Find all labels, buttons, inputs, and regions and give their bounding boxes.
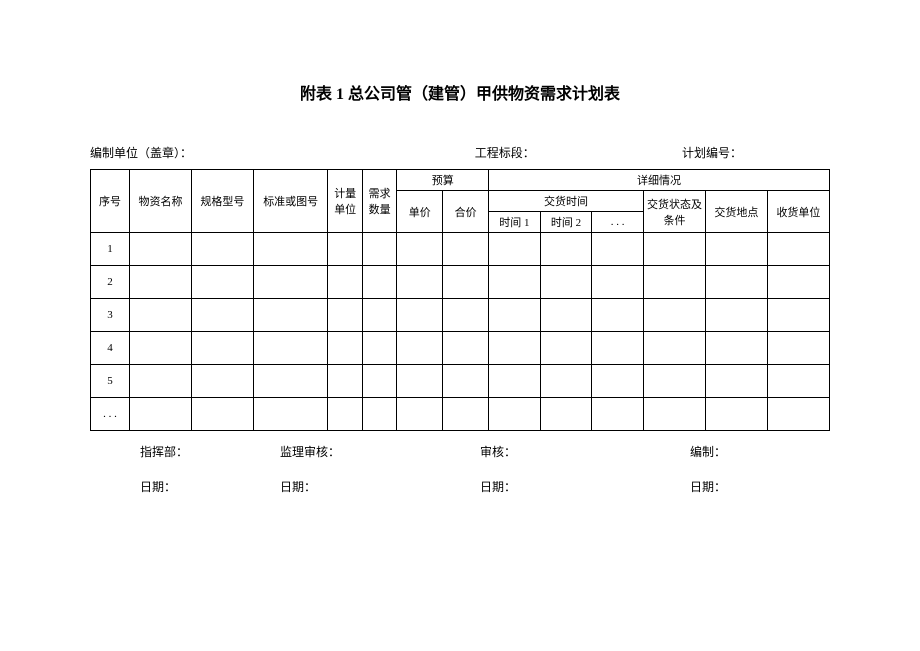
- th-time2: 时间 2: [540, 212, 592, 233]
- footer-row-1: 指挥部： 监理审核： 审核： 编制：: [90, 443, 830, 460]
- header-row: 编制单位（盖章）： 工程标段： 计划编号：: [90, 144, 830, 161]
- cell-seq: 2: [91, 266, 130, 299]
- section-label: 工程标段：: [475, 144, 682, 161]
- table-row: 4: [91, 332, 830, 365]
- plan-no-label: 计划编号：: [682, 144, 830, 161]
- th-standard: 标准或图号: [253, 170, 328, 233]
- footer-date-4: 日期：: [690, 478, 830, 495]
- th-delivery-location: 交货地点: [705, 191, 767, 233]
- footer-date-3: 日期：: [480, 478, 690, 495]
- th-time-etc: . . .: [592, 212, 644, 233]
- th-qty: 需求数量: [362, 170, 396, 233]
- th-detail: 详细情况: [489, 170, 830, 191]
- th-spec: 规格型号: [191, 170, 253, 233]
- cell-seq: 4: [91, 332, 130, 365]
- th-unit-price: 单价: [397, 191, 443, 233]
- th-material-name: 物资名称: [130, 170, 192, 233]
- table-row: 5: [91, 365, 830, 398]
- table-row: 1: [91, 233, 830, 266]
- cell-seq: 5: [91, 365, 130, 398]
- th-unit: 计量单位: [328, 170, 362, 233]
- th-time1: 时间 1: [489, 212, 541, 233]
- th-total-price: 合价: [443, 191, 489, 233]
- doc-title: 附表 1 总公司管（建管）甲供物资需求计划表: [90, 80, 830, 104]
- table-row: 3: [91, 299, 830, 332]
- footer-compile: 编制：: [690, 443, 830, 460]
- th-delivery-time: 交货时间: [489, 191, 644, 212]
- th-budget: 预算: [397, 170, 489, 191]
- cell-seq: 3: [91, 299, 130, 332]
- cell-seq: . . .: [91, 398, 130, 431]
- footer-date-2: 日期：: [280, 478, 480, 495]
- footer-review: 审核：: [480, 443, 690, 460]
- cell-seq: 1: [91, 233, 130, 266]
- footer-supervise: 监理审核：: [280, 443, 480, 460]
- th-delivery-status: 交货状态及条件: [643, 191, 705, 233]
- footer-command: 指挥部：: [140, 443, 280, 460]
- footer-date-1: 日期：: [140, 478, 280, 495]
- org-label: 编制单位（盖章）：: [90, 144, 475, 161]
- table-row: 2: [91, 266, 830, 299]
- main-table: 序号 物资名称 规格型号 标准或图号 计量单位 需求数量 预算 详细情况 单价 …: [90, 169, 830, 431]
- th-receiver: 收货单位: [767, 191, 829, 233]
- table-row: . . .: [91, 398, 830, 431]
- th-seq: 序号: [91, 170, 130, 233]
- footer-row-2: 日期： 日期： 日期： 日期：: [90, 478, 830, 495]
